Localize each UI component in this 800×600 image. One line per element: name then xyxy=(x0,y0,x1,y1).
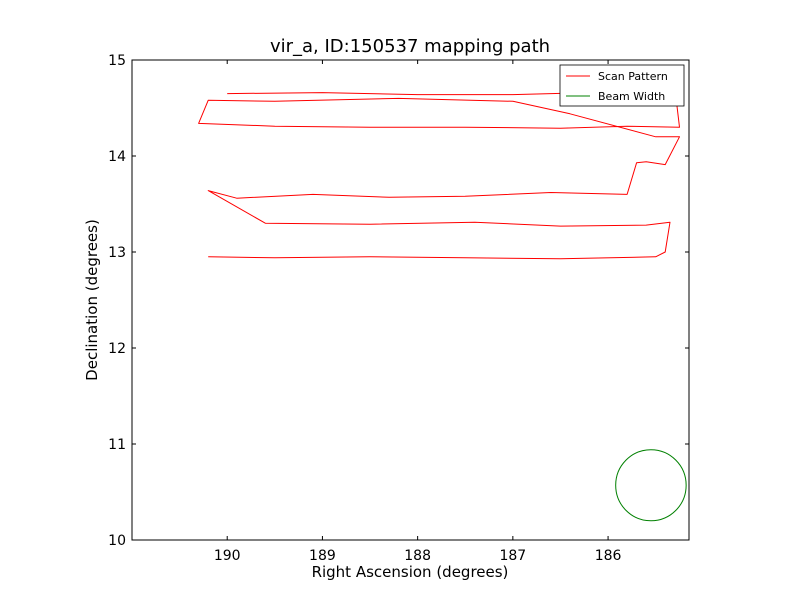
y-tick-label: 13 xyxy=(108,245,126,261)
x-tick-label: 188 xyxy=(404,548,431,564)
x-tick-label: 187 xyxy=(499,548,526,564)
x-tick-label: 186 xyxy=(595,548,622,564)
y-tick-label: 11 xyxy=(108,437,126,453)
y-tick-label: 14 xyxy=(108,149,126,165)
scan-pattern-line xyxy=(198,86,680,260)
legend: Scan Pattern Beam Width xyxy=(559,64,685,107)
plot-frame xyxy=(131,59,690,541)
legend-label-scan-pattern: Scan Pattern xyxy=(598,70,668,83)
y-axis-label: Declination (degrees) xyxy=(83,219,101,381)
y-axis: 10 11 12 13 14 15 xyxy=(108,53,689,549)
legend-box xyxy=(559,64,685,107)
beam-width-circle xyxy=(615,449,687,522)
y-tick-label: 10 xyxy=(108,533,126,549)
chart-title: vir_a, ID:150537 mapping path xyxy=(270,36,550,57)
legend-label-beam-width: Beam Width xyxy=(598,90,665,103)
x-tick-label: 189 xyxy=(309,548,336,564)
x-tick-label: 190 xyxy=(214,548,241,564)
x-axis: 190 189 188 187 186 xyxy=(214,60,622,564)
series-group xyxy=(198,86,687,522)
y-tick-label: 15 xyxy=(108,53,126,69)
y-tick-label: 12 xyxy=(108,341,126,357)
x-axis-label: Right Ascension (degrees) xyxy=(312,563,509,581)
plot-area xyxy=(131,59,690,541)
